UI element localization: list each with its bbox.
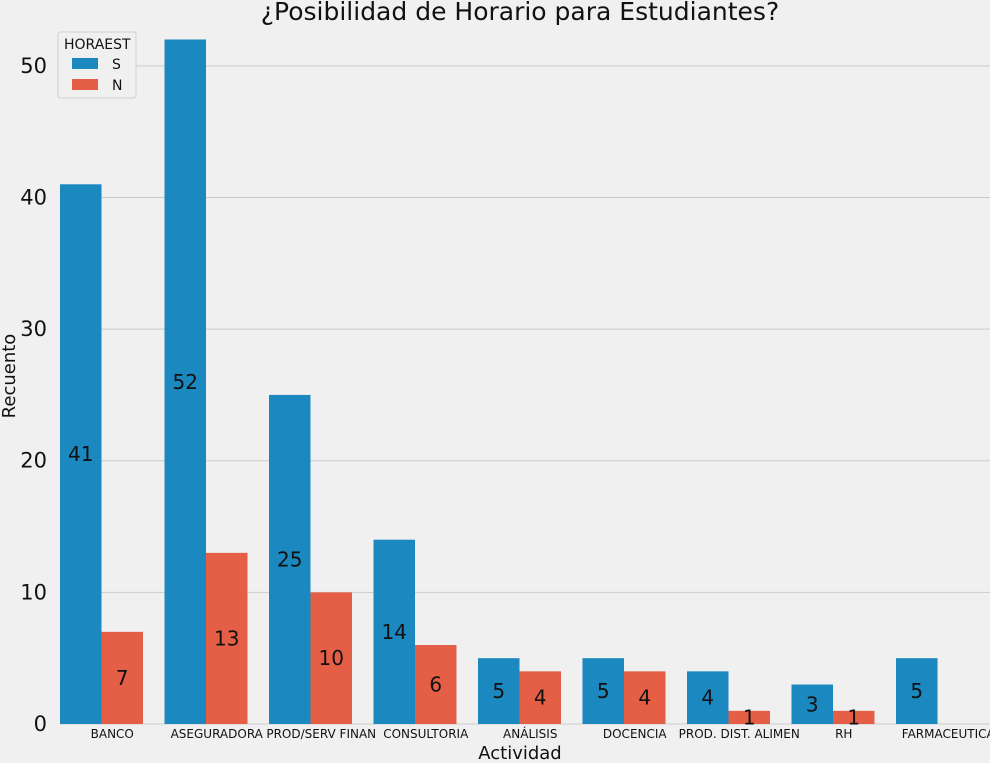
bar-value-label-n: 10 [319,646,344,670]
bar-s-análisis [478,658,520,724]
legend: HORAEST SN [57,31,137,99]
bar-n-prod-dist-alimen [728,710,770,724]
bar-s-farmaceutica [896,658,938,724]
x-tick-label: PROD. DIST. ALIMEN [679,727,800,741]
bar-value-label-s: 4 [701,686,714,710]
bar-s-docencia [582,658,624,724]
bar-value-label-n: 4 [534,686,547,710]
y-tick-label: 40 [20,185,47,209]
bar-s-banco [60,184,102,725]
bar-value-label-s: 5 [492,679,505,703]
bar-s-prod-serv-finan [269,394,311,724]
bar-s-rh [791,684,833,724]
x-tick-label: RH [835,727,852,741]
bar-value-label-s: 41 [68,442,93,466]
x-tick-label: ANÁLISIS [503,726,557,741]
bar-value-label-s: 3 [806,692,819,716]
bar-value-label-n: 6 [429,673,442,697]
x-tick-label: BANCO [91,727,134,741]
legend-swatch-n [72,79,98,90]
x-tick-label: FARMACEUTICA [902,727,990,741]
x-tick-label: DOCENCIA [603,727,668,741]
bar-value-label-s: 5 [597,679,610,703]
x-tick-label: ASEGURADORA [171,727,264,741]
bar-value-label-n: 4 [638,686,651,710]
bar-n-docencia [624,671,666,724]
bar-value-label-n: 1 [743,705,756,729]
bar-s-prod-dist-alimen [687,671,729,724]
bar-value-label-n: 7 [116,666,129,690]
bar-value-label-s: 52 [173,370,198,394]
bar-s-consultoria [373,539,415,724]
bar-value-label-s: 25 [277,547,302,571]
x-axis-label: Actividad [478,743,562,763]
bar-s-aseguradora [164,39,206,725]
bar-value-label-n: 13 [214,626,239,650]
y-tick-label: 0 [34,712,47,736]
bar-n-prod-serv-finan [310,592,352,724]
legend-label-n: N [112,78,122,94]
legend-label-s: S [112,57,121,73]
y-axis-label: Recuento [0,334,20,419]
bar-value-label-s: 14 [382,620,407,644]
legend-title: HORAEST [64,37,131,53]
legend-swatch-s [72,58,98,69]
bar-n-consultoria [415,645,457,724]
bar-value-label-n: 1 [847,705,860,729]
x-tick-label: CONSULTORIA [383,727,469,741]
y-tick-label: 10 [20,580,47,604]
bar-n-rh [833,710,875,724]
x-tick-label: PROD/SERV FINAN [266,727,376,741]
y-tick-label: 30 [20,317,47,341]
y-tick-label: 50 [20,54,47,78]
chart-title: ¿Posibilidad de Horario para Estudiantes… [261,0,779,26]
bar-n-banco [101,631,143,724]
bar-n-aseguradora [206,552,248,724]
y-tick-label: 20 [20,449,47,473]
bar-value-label-s: 5 [910,679,923,703]
bar-n-análisis [519,671,561,724]
